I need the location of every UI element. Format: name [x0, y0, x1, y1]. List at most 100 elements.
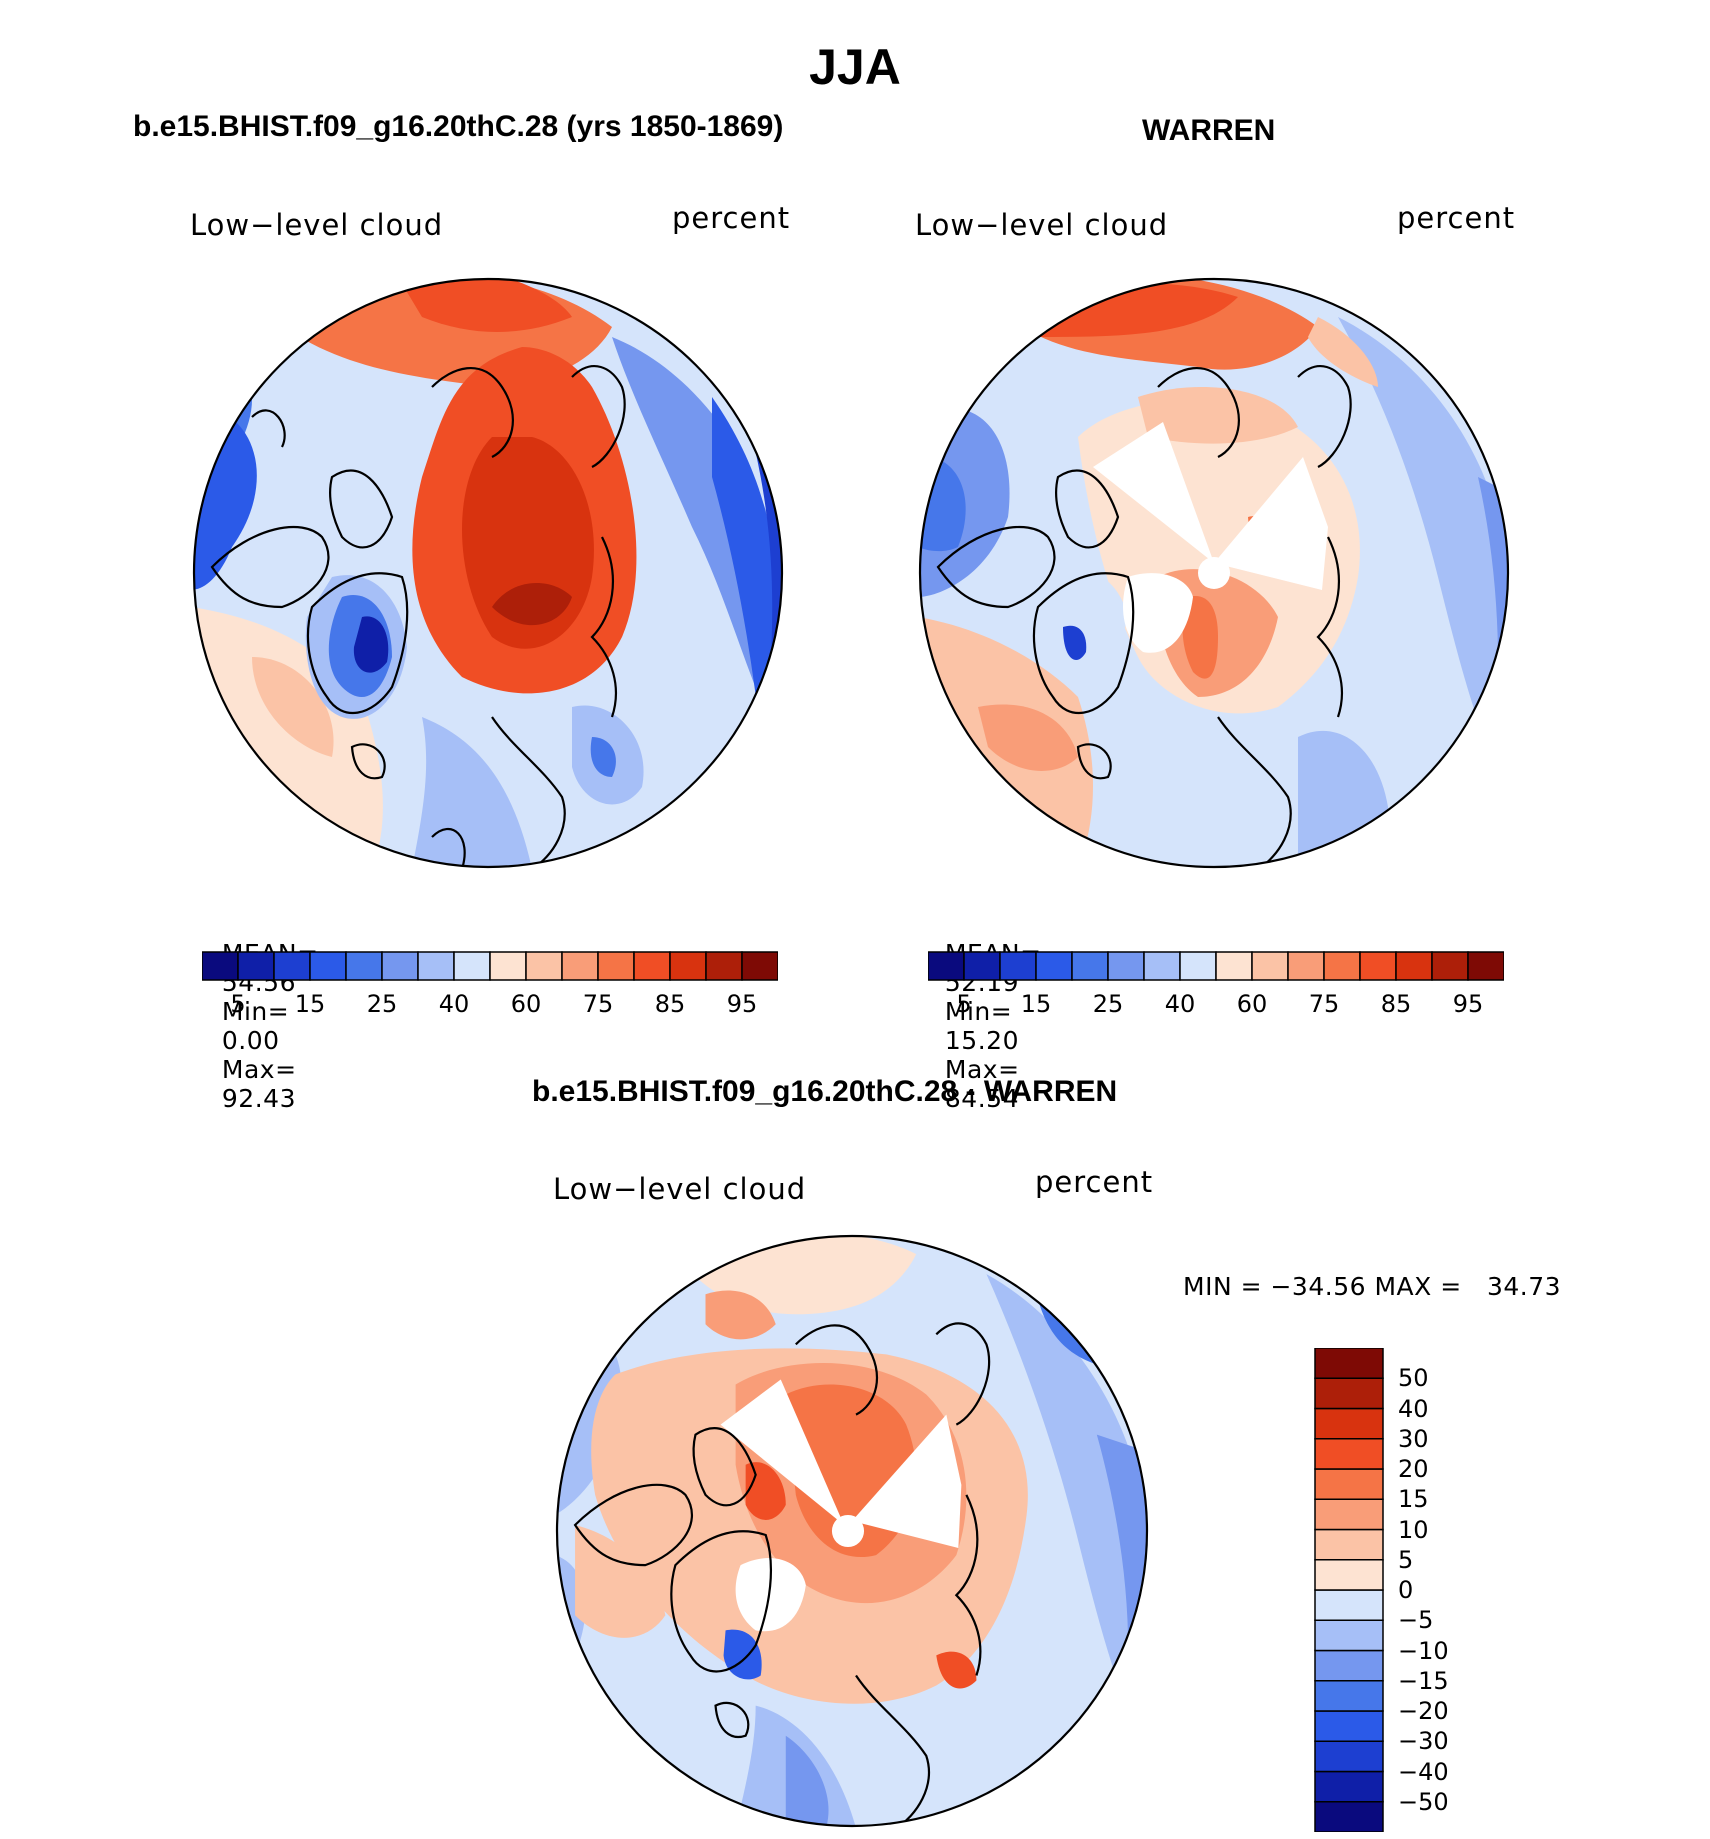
- colorbar-tick-label: −20: [1398, 1697, 1449, 1725]
- colorbar-model-ticks: 5 15 25 40 60 75 85 95: [202, 990, 778, 1020]
- colorbar-swatch: [561, 951, 599, 981]
- colorbar-swatch: [309, 951, 347, 981]
- colorbar-swatch: [453, 951, 491, 981]
- colorbar-swatch: [345, 951, 383, 981]
- colorbar-swatch: [741, 951, 778, 981]
- colorbar-swatch: [525, 951, 563, 981]
- stats-min-label: Min=: [944, 997, 1013, 1026]
- colorbar-swatch: [1467, 951, 1504, 981]
- stats-min-value: 0.00: [221, 1026, 280, 1055]
- colorbar-swatch: [1314, 1348, 1384, 1379]
- colorbar-tick-label: 10: [1398, 1515, 1429, 1544]
- colorbar-swatch: [1314, 1407, 1384, 1440]
- colorbar-swatch: [1314, 1680, 1384, 1712]
- panel-title-diff: b.e15.BHIST.f09_g16.20thC.28 - WARREN: [532, 1075, 1118, 1108]
- panel-title-obs: WARREN: [1142, 114, 1276, 147]
- panel-label-units-diff: percent: [1035, 1165, 1154, 1199]
- colorbar-swatch: [381, 951, 419, 981]
- colorbar-tick-label: 60: [1236, 990, 1268, 1018]
- colorbar-obs: [928, 951, 1504, 981]
- colorbar-model: [202, 951, 778, 981]
- colorbar-swatch: [633, 951, 671, 981]
- colorbar-tick-label: 15: [1398, 1485, 1429, 1514]
- colorbar-swatch: [1107, 951, 1145, 981]
- colorbar-tick-label: 25: [1092, 990, 1124, 1018]
- colorbar-swatch: [1314, 1559, 1384, 1591]
- panel-title-model: b.e15.BHIST.f09_g16.20thC.28 (yrs 1850-1…: [133, 110, 784, 143]
- colorbar-swatch: [1314, 1710, 1384, 1742]
- colorbar-swatch: [963, 951, 1001, 981]
- colorbar-tick-label: −30: [1398, 1727, 1449, 1756]
- panel-label-variable-diff: Low−level cloud: [553, 1172, 807, 1206]
- polar-map-obs: [918, 277, 1510, 869]
- colorbar-swatch: [1071, 951, 1109, 981]
- colorbar-diff-ticks: 50 40 30 20 15 10 5 0 −5 −10 −15 −20 −30 −40 −50: [1398, 1348, 1478, 1832]
- colorbar-swatch: [1287, 951, 1325, 981]
- panel-label-variable-obs: Low−level cloud: [915, 208, 1169, 242]
- colorbar-tick-label: 75: [1308, 990, 1340, 1018]
- colorbar-tick-label: 85: [654, 990, 686, 1018]
- colorbar-swatch: [1035, 951, 1073, 981]
- colorbar-tick-label: 25: [366, 990, 398, 1018]
- stats-max-label: Max=: [944, 1055, 1020, 1084]
- colorbar-swatch: [1431, 951, 1469, 981]
- colorbar-swatch: [237, 951, 275, 981]
- colorbar-tick-label: −15: [1398, 1666, 1449, 1695]
- colorbar-swatch: [1314, 1589, 1384, 1621]
- colorbar-tick-label: 60: [510, 990, 542, 1018]
- colorbar-tick-label: 40: [438, 990, 470, 1018]
- colorbar-swatch: [1314, 1619, 1384, 1652]
- figure-title: JJA: [809, 39, 901, 95]
- colorbar-tick-label: 95: [1452, 990, 1484, 1018]
- colorbar-tick-label: 5: [230, 990, 246, 1018]
- colorbar-swatch: [1314, 1498, 1384, 1531]
- colorbar-swatch: [202, 951, 239, 981]
- stats-max-value: 92.43: [221, 1084, 296, 1113]
- colorbar-tick-label: 50: [1398, 1364, 1429, 1393]
- polar-map-diff: [555, 1234, 1149, 1828]
- colorbar-swatch: [1323, 951, 1361, 981]
- colorbar-tick-label: 15: [1020, 990, 1052, 1018]
- colorbar-swatch: [705, 951, 743, 981]
- colorbar-swatch: [999, 951, 1037, 981]
- colorbar-swatch: [417, 951, 455, 981]
- colorbar-swatch: [1395, 951, 1433, 981]
- colorbar-tick-label: 85: [1380, 990, 1412, 1018]
- stats-max-value: 84.54: [944, 1084, 1019, 1113]
- polar-map-model: [192, 277, 784, 869]
- colorbar-swatch: [273, 951, 311, 981]
- colorbar-swatch: [1314, 1649, 1384, 1682]
- colorbar-swatch: [1314, 1377, 1384, 1410]
- colorbar-tick-label: 40: [1164, 990, 1196, 1018]
- stats-diff: MIN = −34.56 MAX = 34.73: [1183, 1272, 1562, 1301]
- colorbar-tick-label: 40: [1398, 1394, 1429, 1423]
- panel-label-variable-model: Low−level cloud: [190, 208, 444, 242]
- colorbar-swatch: [1359, 951, 1397, 981]
- stats-min-label: Min=: [221, 997, 290, 1026]
- stats-min-value: 15.20: [944, 1026, 1019, 1055]
- colorbar-swatch: [1179, 951, 1217, 981]
- colorbar-swatch: [597, 951, 635, 981]
- panel-label-units-obs: percent: [1397, 201, 1516, 235]
- colorbar-tick-label: −5: [1398, 1606, 1434, 1635]
- colorbar-diff: [1314, 1348, 1384, 1832]
- colorbar-tick-label: 0: [1398, 1576, 1414, 1604]
- colorbar-swatch: [1314, 1740, 1384, 1773]
- colorbar-swatch: [1314, 1801, 1384, 1832]
- colorbar-tick-label: 5: [956, 990, 972, 1018]
- colorbar-tick-label: 30: [1398, 1424, 1429, 1453]
- colorbar-swatch: [1314, 1468, 1384, 1500]
- colorbar-swatch: [1314, 1438, 1384, 1470]
- colorbar-swatch: [1251, 951, 1289, 981]
- colorbar-swatch: [669, 951, 707, 981]
- colorbar-obs-ticks: 5 15 25 40 60 75 85 95: [928, 990, 1504, 1020]
- colorbar-swatch: [489, 951, 527, 981]
- colorbar-tick-label: −50: [1398, 1787, 1449, 1816]
- colorbar-swatch: [928, 951, 965, 981]
- colorbar-tick-label: 20: [1398, 1455, 1429, 1483]
- colorbar-tick-label: 95: [726, 990, 758, 1018]
- colorbar-tick-label: 15: [294, 990, 326, 1018]
- colorbar-tick-label: 5: [1398, 1545, 1414, 1574]
- panel-label-units-model: percent: [672, 201, 791, 235]
- colorbar-swatch: [1215, 951, 1253, 981]
